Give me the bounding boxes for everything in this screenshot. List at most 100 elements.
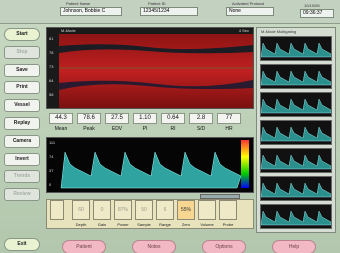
gate-path: [261, 211, 331, 225]
control-value[interactable]: 6: [156, 200, 174, 220]
gate-trace: [260, 120, 332, 145]
gate-trace: [260, 148, 332, 173]
gate-path: [261, 99, 331, 113]
gate-trace: [260, 64, 332, 89]
gate-trace: [260, 36, 332, 61]
measure-label: Peak: [77, 125, 101, 133]
velocity-label: 0: [49, 182, 51, 187]
gate-wave: [261, 177, 331, 200]
gate-path: [261, 71, 331, 85]
control-label: Depth: [72, 222, 90, 227]
measure-value: 1.10: [133, 113, 157, 124]
side-button[interactable]: Invert: [4, 153, 40, 166]
measure-value: 2.8: [189, 113, 213, 124]
gate-wave: [261, 65, 331, 88]
measure-label: Mean: [49, 125, 73, 133]
control-label: Power: [114, 222, 132, 227]
gate-trace: [260, 204, 332, 229]
gate-path: [261, 43, 331, 57]
multigating-title: M-Mode Multigating: [261, 29, 296, 34]
depth-label: 58: [49, 92, 53, 97]
patient-name: Johnson, Bobbie C: [60, 7, 122, 16]
control-label: Volume: [198, 222, 216, 227]
control-label: Probe: [219, 222, 237, 227]
depth-label: 73: [49, 64, 53, 69]
side-button[interactable]: Vessel: [4, 99, 40, 112]
measure-value: 77: [217, 113, 241, 124]
side-button[interactable]: Start: [4, 28, 40, 41]
label: Patient ID: [148, 1, 166, 6]
measure-label: EDV: [105, 125, 129, 133]
gate-trace: [260, 92, 332, 117]
measure-value: 44.3: [49, 113, 73, 124]
control-value[interactable]: 50: [135, 200, 153, 220]
depth-label: 78: [49, 50, 53, 55]
side-button[interactable]: Exit: [4, 238, 40, 251]
control-value[interactable]: 60: [72, 200, 90, 220]
footer-button[interactable]: Help: [272, 240, 316, 253]
side-button[interactable]: Camera: [4, 135, 40, 148]
measure-label: PI: [133, 125, 157, 133]
gate-wave: [261, 149, 331, 172]
footer-button[interactable]: Notes: [132, 240, 176, 253]
time: 09:36:37: [300, 9, 334, 18]
spectrum-panel: 111 74 37 0: [46, 137, 254, 193]
side-button[interactable]: Stop: [4, 46, 40, 59]
depth-label: 81: [49, 36, 53, 41]
control-value[interactable]: 87%: [114, 200, 132, 220]
control-value[interactable]: 55%: [177, 200, 195, 220]
measure-label: RI: [161, 125, 185, 133]
control-value[interactable]: [219, 200, 237, 220]
control-label: Zero: [177, 222, 195, 227]
control-value[interactable]: [198, 200, 216, 220]
measure-value: 0.64: [161, 113, 185, 124]
control-label: Sample: [135, 222, 153, 227]
velocity-label: 37: [49, 168, 53, 173]
mmode-panel: M-Mode 4 Sec 81 78 73 64 58: [46, 27, 254, 109]
ultrasound-app: Patient Name Johnson, Bobbie C Patient I…: [0, 0, 340, 253]
spectrum-image: [47, 138, 253, 192]
gate-wave: [261, 93, 331, 116]
mmode-title: M-Mode: [61, 28, 76, 33]
side-button[interactable]: Trends: [4, 170, 40, 183]
side-button[interactable]: Review: [4, 188, 40, 201]
velocity-label: 74: [49, 154, 53, 159]
gate-wave: [261, 205, 331, 228]
measure-value: 27.5: [105, 113, 129, 124]
control-value[interactable]: 0: [93, 200, 111, 220]
side-button[interactable]: Print: [4, 81, 40, 94]
date: 10/10/05: [304, 3, 320, 8]
header-bar: Patient Name Johnson, Bobbie C Patient I…: [0, 0, 340, 24]
gate-trace: [260, 176, 332, 201]
protocol: None: [226, 7, 274, 16]
velocity-label: 111: [49, 140, 55, 145]
gate-wave: [261, 121, 331, 144]
gate-path: [261, 155, 331, 169]
measure-label: HR: [217, 125, 241, 133]
gate-path: [261, 127, 331, 141]
mmode-image: [47, 28, 253, 108]
gate-path: [261, 183, 331, 197]
gate-wave: [261, 37, 331, 60]
patient-id: 12345/1234: [140, 7, 198, 16]
measure-label: S/D: [189, 125, 213, 133]
side-button[interactable]: Replay: [4, 117, 40, 130]
footer-button[interactable]: Patient: [62, 240, 106, 253]
control-label: Gain: [93, 222, 111, 227]
side-button[interactable]: Save: [4, 64, 40, 77]
measure-value: 78.6: [77, 113, 101, 124]
label: Activated Protocol: [232, 1, 264, 6]
mmode-duration: 4 Sec: [239, 28, 249, 33]
label: Patient Name: [66, 1, 90, 6]
depth-label: 64: [49, 78, 53, 83]
footer-button[interactable]: Options: [202, 240, 246, 253]
nav-button[interactable]: [50, 200, 64, 220]
multigating-panel: M-Mode Multigating: [256, 27, 336, 233]
control-label: Range: [156, 222, 174, 227]
